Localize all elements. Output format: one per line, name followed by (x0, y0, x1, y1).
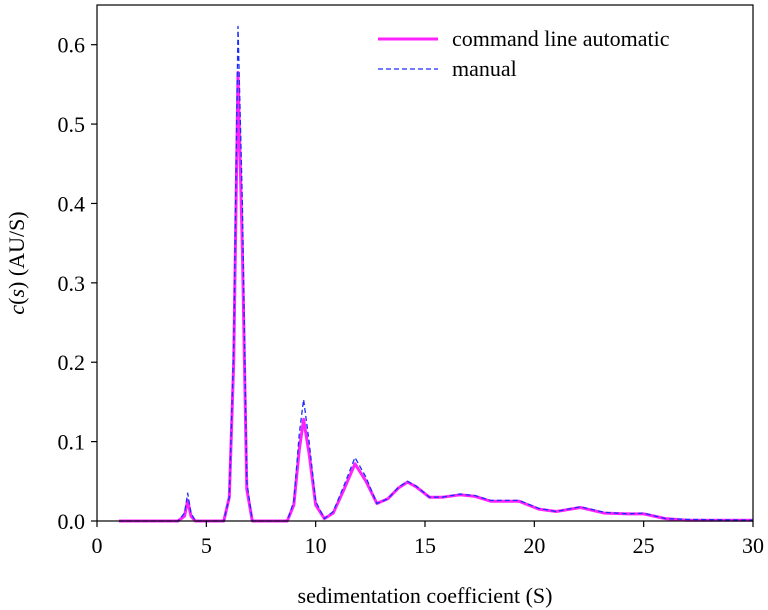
legend: command line automatic manual (378, 26, 670, 81)
y-tick-label: 0.4 (58, 191, 86, 216)
legend-label: command line automatic (452, 26, 670, 51)
x-tick-label: 15 (414, 533, 436, 558)
x-tick-label: 10 (305, 533, 327, 558)
x-axis-title: sedimentation coefficient (S) (298, 583, 553, 608)
y-tick-label: 0.6 (58, 33, 86, 58)
x-tick-label: 20 (523, 533, 545, 558)
y-tick-label: 0.1 (58, 430, 86, 455)
y-axis-title-italic: c (4, 305, 29, 315)
y-axis: 0.0 0.1 0.2 0.3 0.4 0.5 0.6 (58, 33, 97, 534)
x-tick-label: 5 (201, 533, 212, 558)
plot-area (118, 25, 754, 523)
y-tick-label: 0.5 (58, 112, 86, 137)
series-line-manual (118, 25, 754, 522)
y-tick-label: 0.2 (58, 350, 86, 375)
series-line-command-line-automatic (118, 71, 753, 523)
legend-label: manual (452, 56, 517, 81)
y-tick-label: 0.0 (58, 509, 86, 534)
y-axis-title-part: c( (4, 298, 29, 315)
y-axis-title-part: ) (AU/S) (4, 211, 29, 289)
y-axis-title-part: s (4, 289, 29, 298)
x-tick-label: 30 (742, 533, 764, 558)
x-axis: 0 5 10 15 20 25 30 (92, 521, 764, 558)
x-tick-label: 0 (92, 533, 103, 558)
y-tick-label: 0.3 (58, 271, 86, 296)
x-tick-label: 25 (633, 533, 655, 558)
y-axis-title: c(s) (AU/S) (4, 211, 29, 314)
axes-frame (96, 4, 754, 522)
y-axis-title-paren: ( (4, 298, 29, 305)
